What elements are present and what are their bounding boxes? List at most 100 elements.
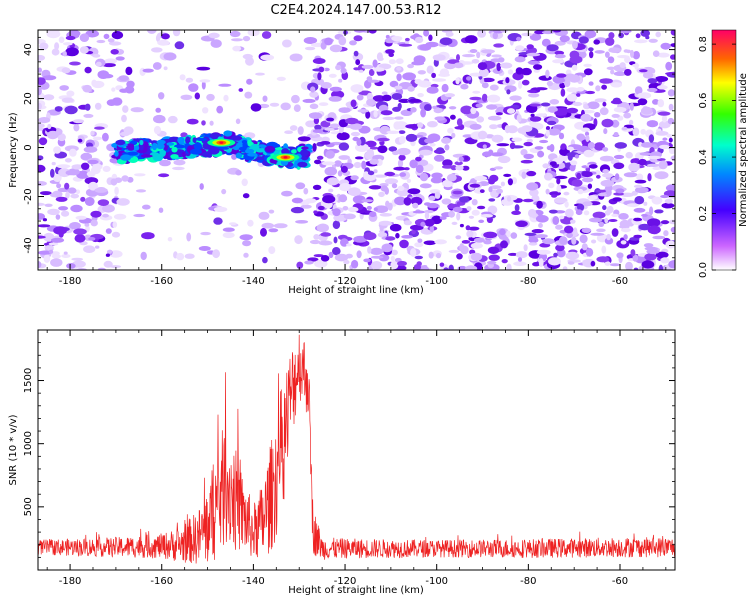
heatmap-cell — [528, 242, 538, 246]
heatmap-cell — [235, 152, 243, 159]
heatmap-cell — [647, 173, 652, 182]
heatmap-cell — [114, 151, 119, 157]
x-tick-label: -160 — [150, 276, 173, 287]
heatmap-cell — [634, 86, 643, 95]
heatmap-cell — [599, 78, 613, 84]
heatmap-cell — [613, 71, 627, 76]
heatmap-cell — [623, 112, 632, 119]
heatmap-cell — [82, 84, 92, 93]
heatmap-cell — [667, 89, 675, 97]
heatmap-cell — [231, 38, 243, 42]
heatmap-cell — [434, 191, 441, 199]
heatmap-cell — [51, 48, 60, 56]
heatmap-cell — [551, 194, 558, 198]
heatmap-cell — [587, 183, 593, 189]
heatmap-cell — [189, 148, 202, 155]
heatmap-cell — [47, 208, 60, 216]
heatmap-cell — [614, 142, 627, 149]
heatmap-cell — [412, 202, 419, 209]
heatmap-cell — [468, 226, 480, 231]
heatmap-cell — [371, 255, 384, 259]
heatmap-cell — [529, 188, 539, 197]
heatmap-cell — [410, 248, 417, 257]
heatmap-cell — [452, 190, 463, 195]
heatmap-cell — [660, 257, 670, 264]
heatmap-cell — [429, 225, 434, 233]
heatmap-cell — [152, 62, 162, 70]
heatmap-cell — [400, 109, 413, 117]
heatmap-cell — [582, 177, 594, 183]
heatmap-cell — [645, 35, 650, 40]
heatmap-cell — [472, 90, 481, 94]
heatmap-cell — [153, 125, 162, 135]
heatmap-cell — [391, 183, 398, 189]
heatmap-cell — [663, 230, 669, 237]
heatmap-cell — [369, 158, 379, 165]
heatmap-cell — [280, 102, 291, 111]
heatmap-cell — [321, 136, 330, 143]
heatmap-cell — [185, 136, 191, 144]
heatmap-cell — [180, 94, 193, 101]
heatmap-cell — [573, 186, 588, 192]
heatmap-cell — [641, 213, 648, 217]
heatmap-cell — [356, 250, 362, 259]
heatmap-cell — [346, 243, 352, 247]
heatmap-cell — [661, 115, 668, 123]
heatmap-cell — [639, 92, 652, 99]
heatmap-cell — [369, 211, 377, 218]
heatmap-cell — [115, 56, 125, 61]
heatmap-cell — [594, 98, 607, 103]
heatmap-cell — [459, 196, 470, 203]
heatmap-cell — [38, 87, 42, 96]
heatmap-cell — [50, 258, 63, 267]
snr-x-ticks: -180 -160 -140 -120 -100 -80 -60 — [46, 330, 667, 587]
heatmap-cell — [651, 196, 663, 205]
heatmap-cell — [260, 54, 275, 61]
heatmap-cell — [163, 66, 168, 71]
heatmap-cell — [670, 226, 675, 233]
heatmap-cell — [97, 267, 106, 270]
heatmap-cell — [577, 188, 584, 195]
heatmap-cell — [84, 66, 92, 74]
heatmap-cell — [556, 184, 562, 193]
heatmap-cell — [536, 249, 551, 255]
heatmap-cell — [345, 117, 359, 125]
heatmap-cell — [448, 210, 455, 218]
heatmap-cell — [538, 75, 552, 81]
heatmap-cell — [104, 58, 118, 64]
heatmap-cell — [570, 219, 576, 224]
heatmap-cell — [559, 215, 565, 220]
heatmap-cell — [47, 30, 60, 33]
heatmap-cell — [106, 99, 117, 106]
heatmap-cell — [312, 184, 322, 190]
heatmap-cell — [435, 252, 442, 259]
heatmap-cell — [398, 98, 411, 103]
heatmap-cell — [451, 132, 456, 139]
heatmap-cell — [623, 49, 629, 53]
heatmap-cell — [626, 203, 639, 208]
heatmap-cell — [172, 30, 181, 37]
heatmap-cell — [173, 159, 186, 166]
x-tick-label: -80 — [520, 276, 536, 287]
heatmap-cell — [538, 223, 543, 228]
heatmap-cell — [44, 203, 53, 207]
heatmap-cell — [511, 137, 523, 142]
heatmap-cell — [431, 72, 436, 79]
heatmap-cell — [426, 65, 434, 74]
heatmap-cell — [38, 213, 46, 220]
heatmap-cell — [460, 245, 469, 255]
heatmap-cell — [438, 73, 450, 77]
heatmap-cell — [395, 232, 400, 239]
heatmap-cell — [652, 166, 662, 170]
heatmap-cell — [607, 56, 615, 64]
heatmap-cell — [102, 165, 111, 172]
heatmap-cell — [409, 159, 418, 169]
heatmap-cell — [368, 69, 375, 76]
heatmap-cell — [601, 84, 607, 90]
heatmap-cell — [643, 201, 648, 206]
heatmap-cell — [38, 261, 42, 269]
heatmap-cell — [385, 236, 396, 241]
heatmap-cell — [613, 154, 625, 160]
heatmap-cell — [139, 139, 144, 146]
heatmap-cell — [79, 33, 90, 42]
